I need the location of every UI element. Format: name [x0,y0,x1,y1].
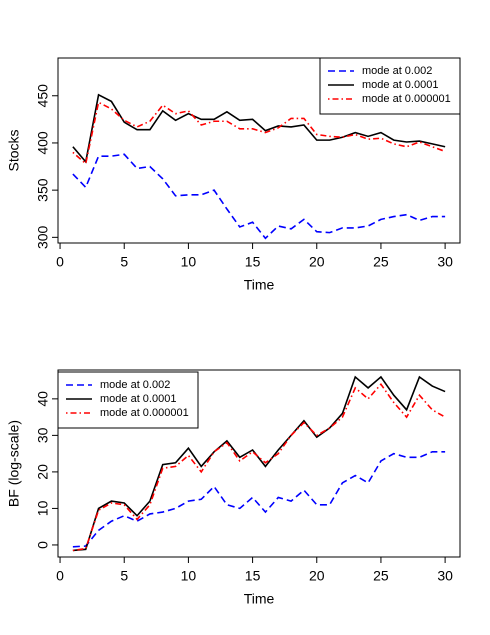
y-tick-label: 350 [35,178,51,202]
y-tick-label: 40 [35,391,51,407]
y-tick-label: 0 [35,541,51,549]
x-tick-label: 25 [373,254,389,270]
x-tick-label: 5 [120,568,128,584]
legend-label: mode at 0.0001 [362,79,438,91]
x-tick-label: 20 [309,254,325,270]
y-tick-label: 30 [35,427,51,443]
y-tick-label: 400 [35,131,51,155]
x-tick-label: 10 [181,254,197,270]
x-tick-label: 5 [120,254,128,270]
x-tick-label: 30 [437,568,453,584]
y-axis-label: Stocks [6,129,22,171]
x-tick-label: 20 [309,568,325,584]
legend-label: mode at 0.0001 [100,393,176,405]
legend-label: mode at 0.002 [362,65,432,77]
series-line [72,451,446,548]
y-tick-label: 10 [35,500,51,516]
legend-label: mode at 0.002 [100,379,170,391]
legend-label: mode at 0.000001 [100,407,189,419]
x-tick-label: 10 [181,568,197,584]
x-tick-label: 15 [245,568,261,584]
x-tick-label: 0 [56,568,64,584]
y-tick-label: 450 [35,84,51,108]
x-tick-label: 30 [437,254,453,270]
x-tick-label: 15 [245,254,261,270]
series-line [72,375,446,552]
legend-label: mode at 0.000001 [362,93,451,105]
y-tick-label: 300 [35,225,51,249]
plot-box [57,369,461,558]
series-line [72,93,446,164]
x-tick-label: 0 [56,254,64,270]
series-line [72,101,446,166]
x-axis-label: Time [244,277,275,293]
y-axis-label: BF (log-scale) [6,420,22,507]
x-axis-label: Time [244,591,275,607]
legend-box [319,57,461,115]
series-line [72,382,446,552]
plot-box [57,57,461,244]
x-tick-label: 25 [373,568,389,584]
series-line [72,153,446,240]
y-tick-label: 20 [35,464,51,480]
legend-box [57,371,199,429]
